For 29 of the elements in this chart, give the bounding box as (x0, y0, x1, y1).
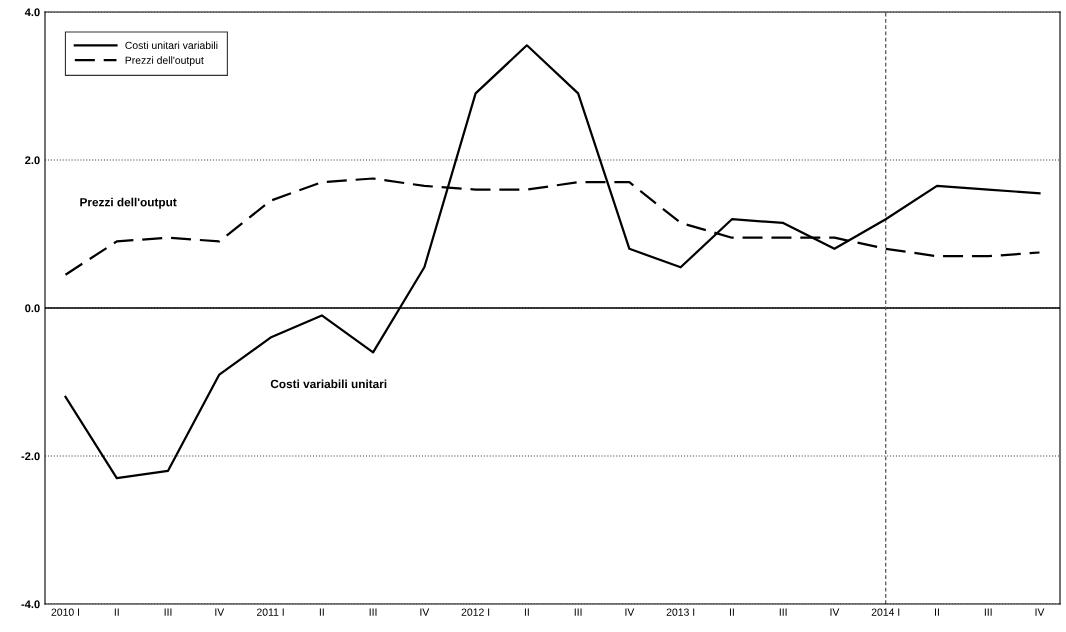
x-tick-label: IV (830, 608, 840, 616)
y-tick-label: 0.0 (25, 304, 40, 313)
x-tick-label: 2011 I (256, 608, 284, 616)
x-tick-label: III (369, 608, 377, 616)
x-tick-label: II (524, 608, 529, 616)
x-tick-label: 2013 I (666, 608, 695, 616)
x-tick-label: IV (420, 608, 430, 616)
legend-label: Prezzi dell'output (125, 56, 204, 67)
x-tick-label: II (935, 608, 939, 616)
x-tick-label: II (114, 608, 119, 616)
x-tick-label: II (729, 608, 734, 616)
x-tick-label: IV (1035, 608, 1045, 616)
y-tick-label: 2.0 (25, 156, 40, 165)
x-tick-label: 2010 I (51, 608, 80, 616)
legend-label: Costi unitari variabili (125, 41, 218, 50)
y-tick-label: -2.0 (21, 452, 40, 461)
x-tick-label: 2012 I (461, 608, 490, 616)
x-tick-label: III (984, 608, 992, 616)
y-tick-label: 4.0 (24, 8, 40, 17)
x-tick-label: III (574, 608, 582, 616)
x-tick-label: 2014 I (871, 608, 900, 616)
y-tick-label: -4.0 (21, 600, 40, 609)
annotation: Costi variabili unitari (270, 379, 387, 389)
x-tick-label: III (164, 608, 172, 616)
x-tick-label: IV (625, 608, 635, 616)
x-tick-label: II (319, 608, 324, 616)
x-tick-label: III (779, 608, 787, 616)
x-tick-label: IV (215, 608, 225, 616)
annotation: Prezzi dell'output (80, 197, 177, 209)
